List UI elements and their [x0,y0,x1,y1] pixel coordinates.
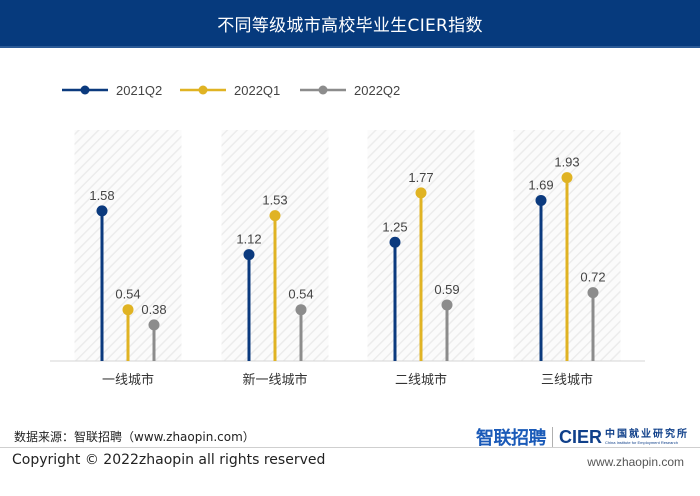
legend-marker-2021Q2 [80,85,90,95]
data-label: 0.72 [580,270,605,285]
category-label: 二线城市 [395,372,447,388]
category-label: 三线城市 [541,372,593,388]
data-label: 1.25 [382,219,407,234]
lollipop-dot [96,205,108,217]
legend-label: 2021Q2 [116,83,162,98]
lollipop-dot [535,194,547,206]
legend-marker-2022Q2 [318,85,328,95]
lollipop-dot [415,187,427,199]
data-label: 1.77 [408,170,433,185]
site-url[interactable]: www.zhaopin.com [587,455,684,469]
category-labels: 一线城市 新一线城市 二线城市 三线城市 [102,372,593,388]
legend: 2021Q2 2022Q1 2022Q2 [62,83,400,98]
chart: 2021Q2 2022Q1 2022Q2 1.580.540.381.121.530… [50,83,645,388]
legend-label: 2022Q1 [234,83,280,98]
title-bar: 不同等级城市高校毕业生CIER指数 [0,0,700,48]
data-label: 0.54 [288,287,313,302]
data-label: 1.69 [528,177,553,192]
data-label: 1.53 [262,193,287,208]
cier-logo: CIER [559,426,603,447]
data-label: 1.93 [554,155,579,170]
footer-divider [0,447,700,448]
cier-logo-text: 中国就业研究所 China Institute for Employment R… [605,429,689,445]
legend-label: 2022Q2 [354,83,400,98]
lollipop-dot [389,236,401,248]
logos: 智联招聘 CIER 中国就业研究所 China Institute for Em… [476,424,689,450]
chart-marks: 1.580.540.381.121.530.541.251.770.591.69… [89,155,606,361]
lollipop-dot [269,210,281,222]
data-label: 0.54 [115,287,140,302]
chart-title: 不同等级城市高校毕业生CIER指数 [217,15,483,36]
lollipop-dot [148,319,160,331]
zhaopin-logo: 智联招聘 [476,428,547,449]
logo-separator [552,427,553,447]
data-label: 0.59 [434,282,459,297]
data-label: 0.38 [141,302,166,317]
copyright: Copyright © 2022zhaopin all rights reser… [12,452,326,468]
legend-marker-2022Q1 [198,85,208,95]
lollipop-dot [561,172,573,184]
cier-logo-cn: 中国就业研究所 [605,429,690,440]
category-label: 新一线城市 [242,372,307,388]
data-label: 1.58 [89,188,114,203]
category-label: 一线城市 [102,372,154,388]
data-source: 数据来源：智联招聘（www.zhaopin.com） [14,430,255,444]
lollipop-dot [243,249,255,261]
lollipop-dot [441,299,453,311]
lollipop-dot [122,304,134,316]
cier-logo-en: China Institute for Employment Research [605,440,678,445]
data-label: 1.12 [236,232,261,247]
lollipop-dot [295,304,307,316]
lollipop-dot [587,287,599,299]
